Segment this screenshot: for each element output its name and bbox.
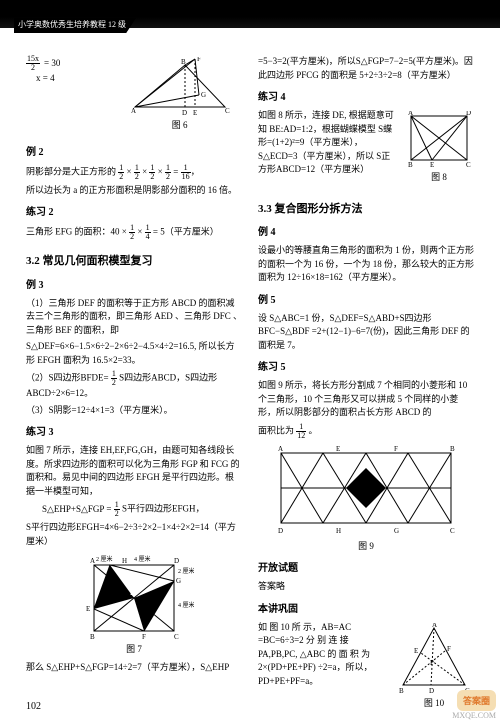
figure-7-caption: 图 7 — [26, 643, 242, 657]
practice-3-eq: S△EHP+S△FGP = 12 S平行四边形EFGH， — [26, 501, 242, 518]
text: S平行四边形EFGH， — [122, 504, 205, 514]
text: = 5（平方厘米） — [153, 227, 219, 237]
equation-2: x = 4 — [36, 72, 109, 86]
page-content: 15x2 = 30 x = 4 A B C D E F G 图 6 例 2 阴影… — [26, 55, 474, 684]
example-5-text: 设 S△ABC=1 份，S△DEF=S△ABD+S四边形BFC−S△BDF =2… — [258, 312, 474, 353]
right-column: =5−3=2(平方厘米)，所以S△FGP=7−2=5(平方厘米)。因此四边形 P… — [258, 55, 474, 684]
watermark-badge: 答案圈 — [457, 690, 496, 711]
example-2-text: 阴影部分是大正方形的 12 × 12 × 12 × 12 = 116， — [26, 164, 242, 181]
svg-text:F: F — [197, 57, 201, 63]
practice-3-heading: 练习 3 — [26, 425, 242, 440]
example-3-p2: S△DEF=6×6−1.5×6÷2−2×6÷2−4.5×4÷2=16.5, 所以… — [26, 340, 242, 367]
svg-text:C: C — [225, 107, 230, 115]
svg-text:A: A — [408, 111, 413, 117]
watermark: 答案圈 MXQE.COM — [452, 690, 496, 720]
svg-text:E: E — [336, 445, 340, 453]
practice-2-heading: 练习 2 — [26, 205, 242, 220]
svg-text:D: D — [466, 111, 471, 117]
svg-text:E: E — [193, 109, 197, 117]
text: S△EHP+S△FGP = — [42, 504, 111, 514]
page-number: 102 — [26, 701, 41, 712]
figure-8-svg: A D B E C — [406, 111, 472, 169]
figure-9-svg: A E F B D H G C — [266, 443, 466, 538]
practice-5-heading: 练习 5 — [258, 360, 474, 375]
text: 面积比为 — [258, 425, 294, 435]
text: 。 — [309, 425, 318, 435]
practice-3-p1: 如图 7 所示，连接 EH,EF,FG,GH，由题可知各线段长度。所求四边形的面… — [26, 444, 242, 498]
svg-text:H: H — [122, 557, 127, 565]
svg-text:B: B — [450, 445, 455, 453]
open-problem-text: 答案略 — [258, 580, 474, 594]
figure-10-svg: A E P F B D C — [395, 623, 473, 695]
svg-text:C: C — [450, 527, 455, 535]
example-3-heading: 例 3 — [26, 278, 242, 293]
svg-text:B: B — [399, 687, 404, 695]
svg-text:A: A — [432, 623, 437, 629]
book-title: 小学奥数优秀生培养教程 12 级 — [14, 18, 136, 33]
example-4-text: 设最小的等腰直角三角形的面积为 1 份，则两个正方形的面积一个为 16 份，一个… — [258, 244, 474, 285]
svg-text:E: E — [430, 161, 434, 169]
text: 阴影部分是大正方形的 — [26, 166, 116, 176]
svg-text:D: D — [429, 687, 434, 695]
practice-2-text: 三角形 EFG 的面积：40 × 12 × 14 = 5（平方厘米） — [26, 224, 242, 241]
svg-text:B: B — [90, 633, 95, 641]
text: （2）S四边形BFDE= — [26, 373, 109, 383]
svg-text:C: C — [174, 633, 179, 641]
figure-7-svg: A H D E P G B F C 2 厘米 4 厘米 2 厘米 4 厘米 — [74, 551, 194, 641]
section-3-2-heading: 3.2 常见几何面积模型复习 — [26, 253, 242, 270]
svg-text:P: P — [430, 659, 434, 667]
figure-9-caption: 图 9 — [258, 540, 474, 554]
svg-text:C: C — [466, 161, 471, 169]
svg-text:2 厘米: 2 厘米 — [96, 555, 113, 563]
eq-rhs: = 30 — [44, 57, 60, 71]
right-p1: =5−3=2(平方厘米)，所以S△FGP=7−2=5(平方厘米)。因此四边形 P… — [258, 55, 474, 82]
svg-text:A: A — [278, 445, 283, 453]
svg-text:G: G — [394, 527, 399, 535]
figure-6-caption: 图 6 — [117, 119, 242, 133]
equation-1: 15x2 = 30 — [26, 55, 109, 72]
svg-text:D: D — [278, 527, 283, 535]
practice-5-p2: 面积比为 112 。 — [258, 423, 474, 440]
section-3-3-heading: 3.3 复合图形分拆方法 — [258, 201, 474, 218]
practice-3-p2: S平行四边形EFGH=4×6−2÷3÷2×2−1×4÷2×2=14（平方厘米） — [26, 521, 242, 548]
svg-text:G: G — [201, 91, 206, 99]
svg-text:H: H — [336, 527, 341, 535]
svg-text:P: P — [130, 589, 134, 597]
example-4-heading: 例 4 — [258, 225, 474, 240]
text: 三角形 EFG 的面积：40 × — [26, 227, 127, 237]
practice-4-text: 如图 8 所示，连接 DE, 根据题意可知 BE:AD=1:2，根据蝴蝶模型 S… — [258, 109, 398, 186]
example-3-p4: （3）S阴影=12÷4×1=3（平方厘米）。 — [26, 404, 242, 418]
svg-text:E: E — [414, 647, 418, 655]
example-3-p3: （2）S四边形BFDE= 12 S四边形ABCD，S四边形ABCD÷2×6=12… — [26, 370, 242, 401]
svg-text:G: G — [176, 577, 181, 585]
svg-text:D: D — [174, 557, 179, 565]
consolidate-heading: 本讲巩固 — [258, 602, 474, 617]
open-problem-heading: 开放试题 — [258, 561, 474, 576]
svg-text:F: F — [447, 645, 451, 653]
svg-text:E: E — [86, 605, 90, 613]
svg-text:2 厘米: 2 厘米 — [178, 567, 194, 575]
left-last-line: 那么 S△EHP+S△FGP=14÷2=7（平方厘米），S△EHP — [26, 661, 242, 675]
practice-5-p1: 如图 9 所示，将长方形分割成 7 个相同的小菱形和 10 个三角形，10 个三… — [258, 379, 474, 420]
practice-4-heading: 练习 4 — [258, 90, 474, 105]
svg-text:F: F — [142, 633, 146, 641]
svg-text:4 厘米: 4 厘米 — [134, 555, 151, 563]
svg-text:B: B — [181, 58, 186, 66]
example-3-p1: （1）三角形 DEF 的面积等于正方形 ABCD 的面积减去三个三角形的面积，即… — [26, 297, 242, 338]
svg-text:A: A — [90, 557, 95, 565]
watermark-url: MXQE.COM — [452, 711, 496, 720]
left-column: 15x2 = 30 x = 4 A B C D E F G 图 6 例 2 阴影… — [26, 55, 242, 684]
frac-den: 2 — [26, 64, 40, 72]
svg-text:D: D — [182, 109, 187, 117]
example-2-text2: 所以边长为 a 的正方形面积是阴影部分面积的 16 倍。 — [26, 184, 242, 198]
example-5-heading: 例 5 — [258, 293, 474, 308]
svg-text:A: A — [131, 107, 136, 115]
figure-8-caption: 图 8 — [404, 171, 474, 185]
figure-6-svg: A B C D E F G — [125, 57, 235, 117]
svg-text:4 厘米: 4 厘米 — [178, 601, 194, 609]
example-2-heading: 例 2 — [26, 145, 242, 160]
consolidate-text: 如 图 10 所 示，AB=AC =BC=6÷3=2 分 别 连 接 PA,PB… — [258, 621, 388, 712]
svg-text:B: B — [408, 161, 413, 169]
svg-text:F: F — [394, 445, 398, 453]
